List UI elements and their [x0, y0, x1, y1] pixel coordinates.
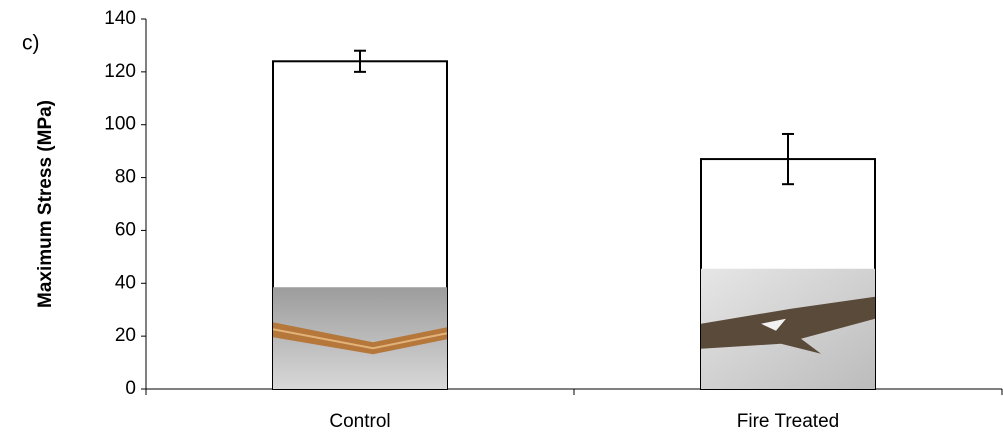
- y-tick-label: 120: [104, 61, 136, 82]
- y-tick-label: 80: [115, 167, 136, 188]
- chart: c) Maximum Stress (MPa) 0 20 40 60 80 100 120 1…: [0, 0, 1003, 439]
- y-tick-label: 140: [104, 8, 136, 29]
- y-tick-label: 20: [115, 325, 136, 346]
- photo-inset: [273, 287, 447, 389]
- y-axis-title: Maximum Stress (MPa): [35, 100, 56, 308]
- panel-label: c): [22, 32, 40, 55]
- y-tick-label: 60: [115, 219, 136, 240]
- y-tick-label: 0: [125, 378, 136, 399]
- y-tick-label: 100: [104, 114, 136, 135]
- x-tick-label: Control: [329, 411, 390, 432]
- x-tick-label: Fire Treated: [737, 411, 839, 432]
- photo-inset: [701, 269, 875, 389]
- y-tick-label: 40: [115, 272, 136, 293]
